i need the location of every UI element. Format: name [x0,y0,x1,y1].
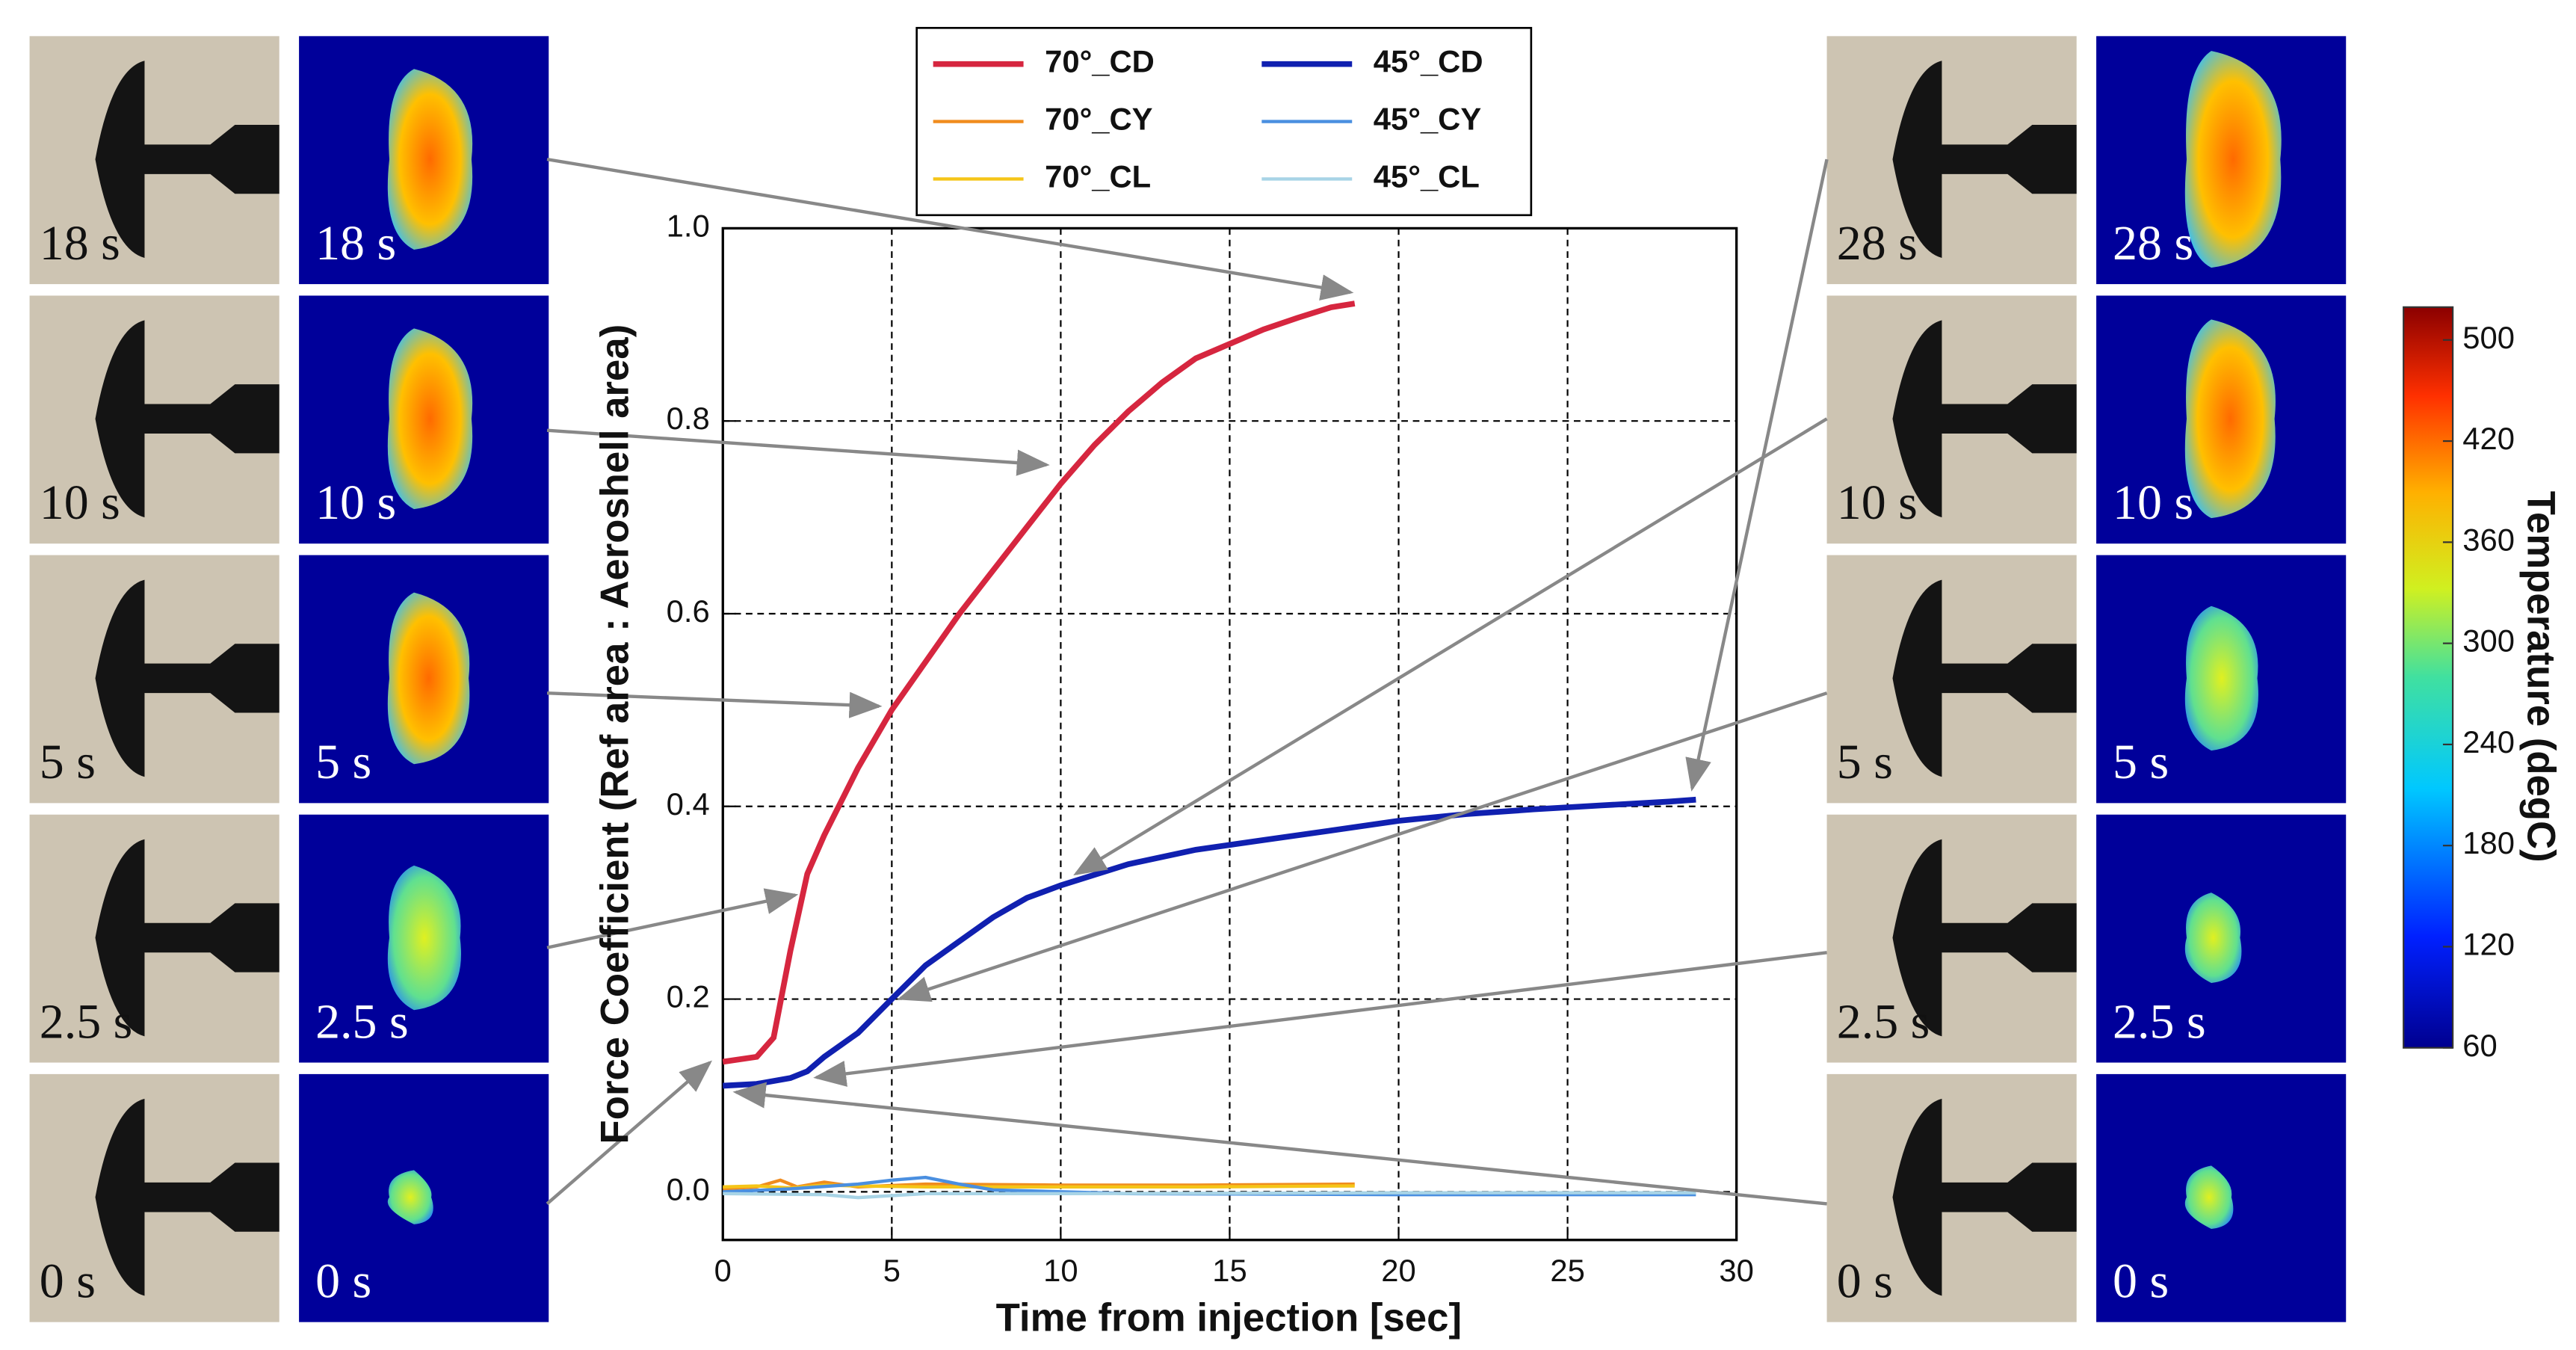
thermal-label: 5 s [2113,735,2169,789]
model-silhouette [1892,320,2077,518]
legend-label: 70°_CD [1045,44,1155,79]
arrow [546,691,883,718]
photo-label: 10 s [40,475,120,530]
colorbar-tick-label: 120 [2462,926,2515,961]
series-line [723,796,1696,1089]
x-tick-label: 30 [1719,1253,1753,1288]
photo-label: 2.5 s [1837,994,1930,1049]
image-panels: 18 s 18 s 10 s 10 s 5 s 5 s 2.5 s 2.5 s 0 s 0 s 28… [29,36,2347,1322]
y-axis-title: Force Coefficient (Ref area : Aeroshell … [593,324,637,1144]
x-tick-label: 15 [1212,1253,1247,1288]
x-tick-label: 20 [1381,1253,1415,1288]
arrows [546,157,1829,1206]
x-tick-label: 5 [883,1253,901,1288]
thermal-blob [2184,319,2276,519]
y-tick-label: 0.6 [667,594,710,629]
colorbar-tick-label: 60 [2462,1028,2497,1063]
colorbar-title: Temperature (degC) [2518,491,2563,863]
plot: 0 5 10 15 20 25 30 0.0 0.2 0.4 0.6 0.8 1.0 [667,208,1754,1287]
thermal-label: 18 s [315,216,396,271]
photo-label: 18 s [40,216,120,271]
model-silhouette [1892,839,2077,1037]
thermal-blob [387,592,470,765]
y-tick-label: 0.4 [667,786,710,822]
colorbar-tick-label: 300 [2462,623,2515,659]
series-line [723,1191,1696,1200]
x-axis-title: Time from injection [sec] [996,1295,1462,1340]
thermal-blob [2184,605,2258,751]
series-line [722,300,1356,1065]
arrow [546,888,799,949]
arrow [813,951,1827,1087]
colorbar-tick-label: 180 [2462,825,2515,860]
plot-frame [721,226,1738,1242]
y-tick-label: 1.0 [667,208,710,243]
colorbar-tick-label: 360 [2462,522,2515,557]
photo-label: 2.5 s [40,994,133,1049]
thermal-label: 0 s [315,1254,371,1308]
thermal-label: 10 s [315,475,396,530]
legend-label: 70°_CY [1045,102,1153,137]
thermal-blob [387,69,473,250]
colorbar [2403,306,2454,1049]
thermal-label: 2.5 s [315,994,409,1049]
x-tick-label: 25 [1550,1253,1584,1288]
legend: 70°_CD 70°_CY 70°_CL 45°_CD 45°_CY 45°_CL [915,27,1533,217]
colorbar-tick-label: 420 [2462,421,2515,456]
legend-label: 45°_CY [1374,102,1482,137]
model-silhouette [95,320,279,518]
model-silhouette [1892,1098,2077,1296]
photo-label: 28 s [1837,216,1918,271]
x-tick-label: 10 [1043,1253,1078,1288]
x-tick-label: 0 [714,1253,732,1288]
y-tick-label: 0.8 [667,401,710,436]
series-line [723,1183,1355,1190]
photo-label: 5 s [1837,735,1893,789]
model-silhouette [95,61,279,258]
colorbar-tick-label: 500 [2462,320,2515,355]
thermal-blob [2184,893,2242,983]
photo-label: 0 s [40,1254,96,1308]
model-silhouette [95,839,279,1037]
model-silhouette [95,1098,279,1296]
arrow [732,1082,1827,1206]
model-silhouette [1892,579,2077,777]
thermal-label: 2.5 s [2113,994,2206,1049]
thermal-blob [2184,51,2282,268]
arrow [546,1060,713,1206]
thermal-blob [387,865,461,1011]
photo-label: 10 s [1837,475,1918,530]
thermal-blob [387,1170,433,1224]
photo-label: 0 s [1837,1254,1893,1308]
arrow [897,691,1828,1002]
y-tick-label: 0.2 [667,979,710,1014]
model-silhouette [1892,61,2077,258]
legend-label: 45°_CD [1374,44,1483,79]
y-tick-label: 0.0 [667,1171,710,1206]
arrow [546,157,1354,300]
thermal-blob [387,328,473,510]
legend-label: 45°_CL [1374,159,1480,194]
arrow [1685,158,1829,792]
colorbar-tick-label: 240 [2462,724,2515,759]
thermal-label: 5 s [315,735,371,789]
model-silhouette [95,579,279,777]
legend-label: 70°_CL [1045,159,1151,194]
thermal-label: 10 s [2113,475,2193,530]
thermal-blob [2184,1165,2234,1229]
arrow [1073,417,1828,876]
photo-label: 5 s [40,735,96,789]
thermal-label: 0 s [2113,1254,2169,1308]
thermal-label: 28 s [2113,216,2193,271]
arrow [546,428,1050,476]
